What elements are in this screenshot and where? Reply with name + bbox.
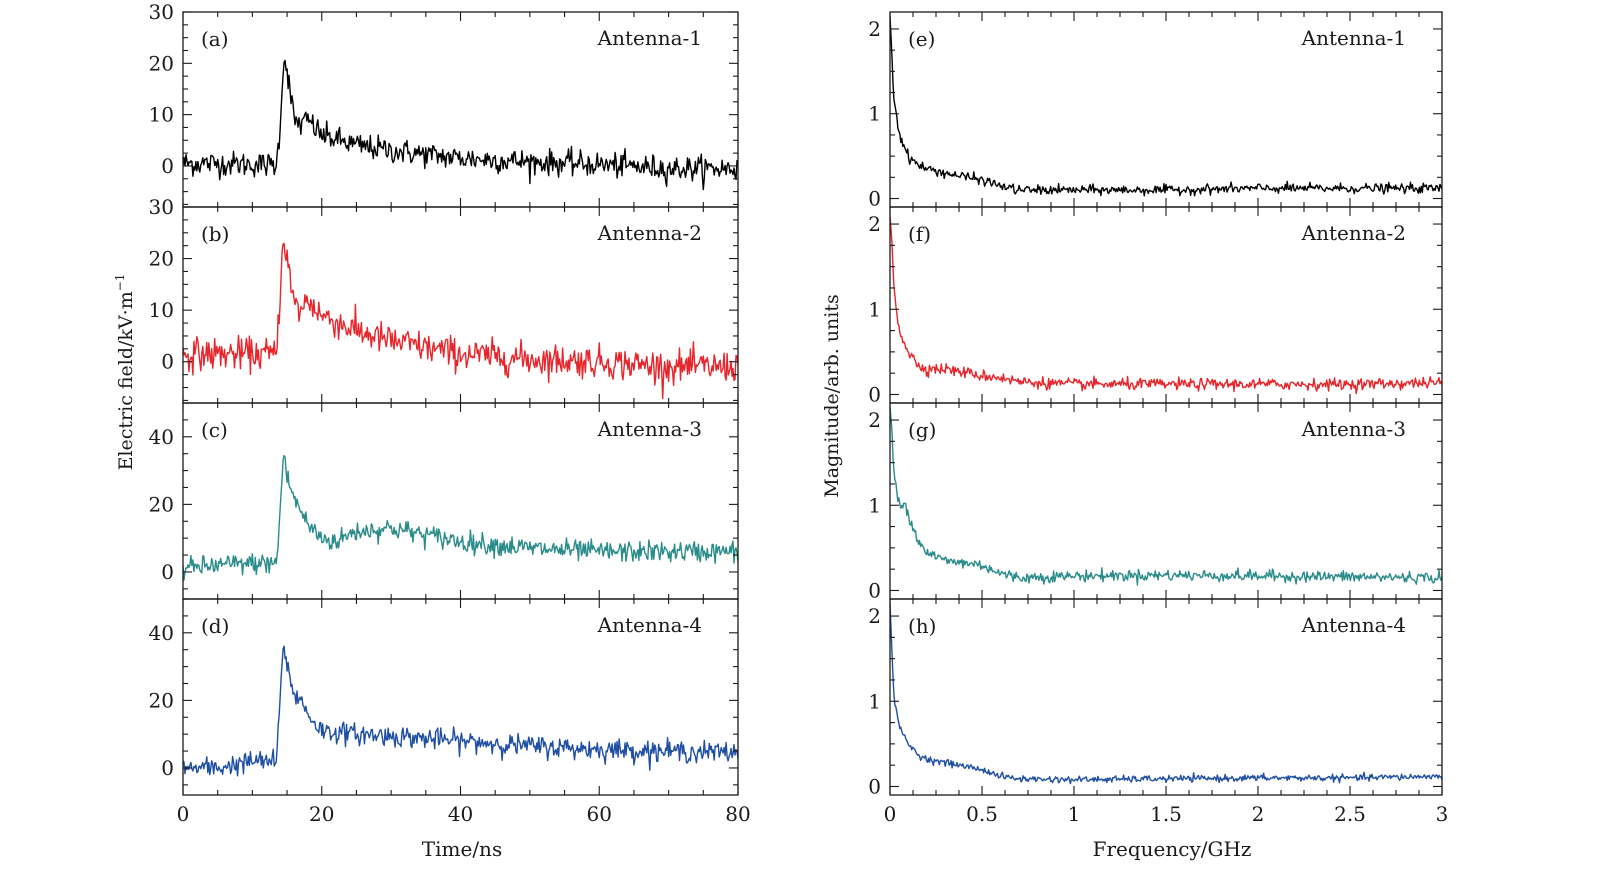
panel-letter: (h): [908, 614, 937, 638]
series-line-c: [183, 454, 738, 581]
y-tick-label: 0: [161, 756, 174, 780]
x-tick-label: 40: [448, 802, 473, 826]
series-line-b: [183, 242, 738, 400]
left-y-axis-label-main: Electric field/kV·m: [115, 291, 137, 470]
y-tick-label: 0: [868, 774, 881, 798]
chart-panel-h: 0 1 2 0 0.5 1 1.5 2 2.5 3 (h) Antenna-4: [868, 598, 1449, 826]
left-y-axis-label: Electric field/kV·m−1: [113, 274, 137, 471]
x-tick-label: 3: [1436, 802, 1449, 826]
y-tick-label: 0: [868, 578, 881, 602]
chart-panel-b: 0 10 20 30 (b) Antenna-2: [149, 195, 739, 404]
right-x-axis-label: Frequency/GHz: [1093, 837, 1252, 861]
left-x-axis-label: Time/ns: [422, 837, 502, 861]
antenna-annotation: Antenna-4: [1301, 613, 1406, 637]
chart-panel-c: 0 20 40 (c) Antenna-3: [149, 402, 739, 600]
antenna-annotation: Antenna-1: [597, 26, 702, 50]
x-tick-label: 60: [587, 802, 612, 826]
panel-letter: (c): [201, 418, 228, 442]
y-tick-label: 10: [149, 298, 174, 322]
x-tick-label: 1: [1068, 802, 1081, 826]
x-tick-label: 20: [309, 802, 334, 826]
x-tick-label: 1.5: [1150, 802, 1182, 826]
x-tick-label: 0.5: [966, 802, 998, 826]
y-tick-label: 0: [161, 560, 174, 584]
x-tick-label: 2: [1252, 802, 1265, 826]
series-line-a: [183, 59, 738, 191]
y-tick-label: 20: [149, 51, 174, 75]
y-tick-label: 0: [161, 154, 174, 178]
y-tick-label: 2: [868, 408, 881, 432]
chart-panel-d: 0 20 40 0 20 40 60 80 (d) Antenna-4: [149, 598, 751, 826]
panel-letter: (a): [201, 27, 229, 51]
y-tick-label: 1: [868, 689, 881, 713]
antenna-annotation: Antenna-2: [1301, 221, 1406, 245]
chart-panel-f: 0 1 2 (f) Antenna-2: [868, 206, 1443, 406]
antenna-annotation: Antenna-3: [1301, 417, 1406, 441]
series-line-f: [890, 215, 1442, 395]
y-tick-label: 0: [161, 350, 174, 374]
panel-letter: (f): [908, 222, 931, 246]
series-line-h: [890, 603, 1442, 785]
right-y-axis-label: Magnitude/arb. units: [821, 294, 843, 498]
y-tick-label: 20: [149, 688, 174, 712]
y-tick-label: 2: [868, 17, 881, 41]
series-line-g: [890, 407, 1442, 586]
x-tick-label: 0: [884, 802, 897, 826]
y-tick-label: 30: [149, 0, 174, 24]
y-tick-label: 20: [149, 492, 174, 516]
y-tick-label: 0: [868, 187, 881, 211]
x-tick-label: 80: [725, 802, 750, 826]
left-y-axis-label-superscript: −1: [113, 274, 127, 292]
chart-panel-a: 0 10 20 30 (a) Antenna-1: [149, 0, 739, 208]
chart-panel-g: 0 1 2 (g) Antenna-3: [868, 402, 1443, 602]
panel-letter: (e): [908, 27, 935, 51]
x-tick-label: 2.5: [1334, 802, 1366, 826]
y-tick-label: 20: [149, 247, 174, 271]
antenna-annotation: Antenna-4: [597, 613, 702, 637]
panel-letter: (d): [201, 614, 229, 638]
antenna-annotation: Antenna-2: [597, 221, 702, 245]
y-tick-label: 10: [149, 103, 174, 127]
y-tick-label: 2: [868, 604, 881, 628]
y-tick-label: 30: [149, 195, 174, 219]
y-tick-label: 0: [868, 382, 881, 406]
series-line-e: [890, 16, 1442, 197]
chart-panel-e: 0 1 2 (e) Antenna-1: [868, 11, 1443, 211]
y-tick-label: 40: [149, 425, 174, 449]
y-tick-label: 1: [868, 297, 881, 321]
y-tick-label: 1: [868, 493, 881, 517]
panel-letter: (b): [201, 222, 229, 246]
series-line-d: [183, 645, 738, 777]
y-tick-label: 2: [868, 212, 881, 236]
y-tick-label: 40: [149, 621, 174, 645]
x-tick-label: 0: [177, 802, 190, 826]
y-tick-label: 1: [868, 102, 881, 126]
antenna-annotation: Antenna-1: [1301, 26, 1406, 50]
antenna-annotation: Antenna-3: [597, 417, 702, 441]
panel-letter: (g): [908, 418, 936, 442]
